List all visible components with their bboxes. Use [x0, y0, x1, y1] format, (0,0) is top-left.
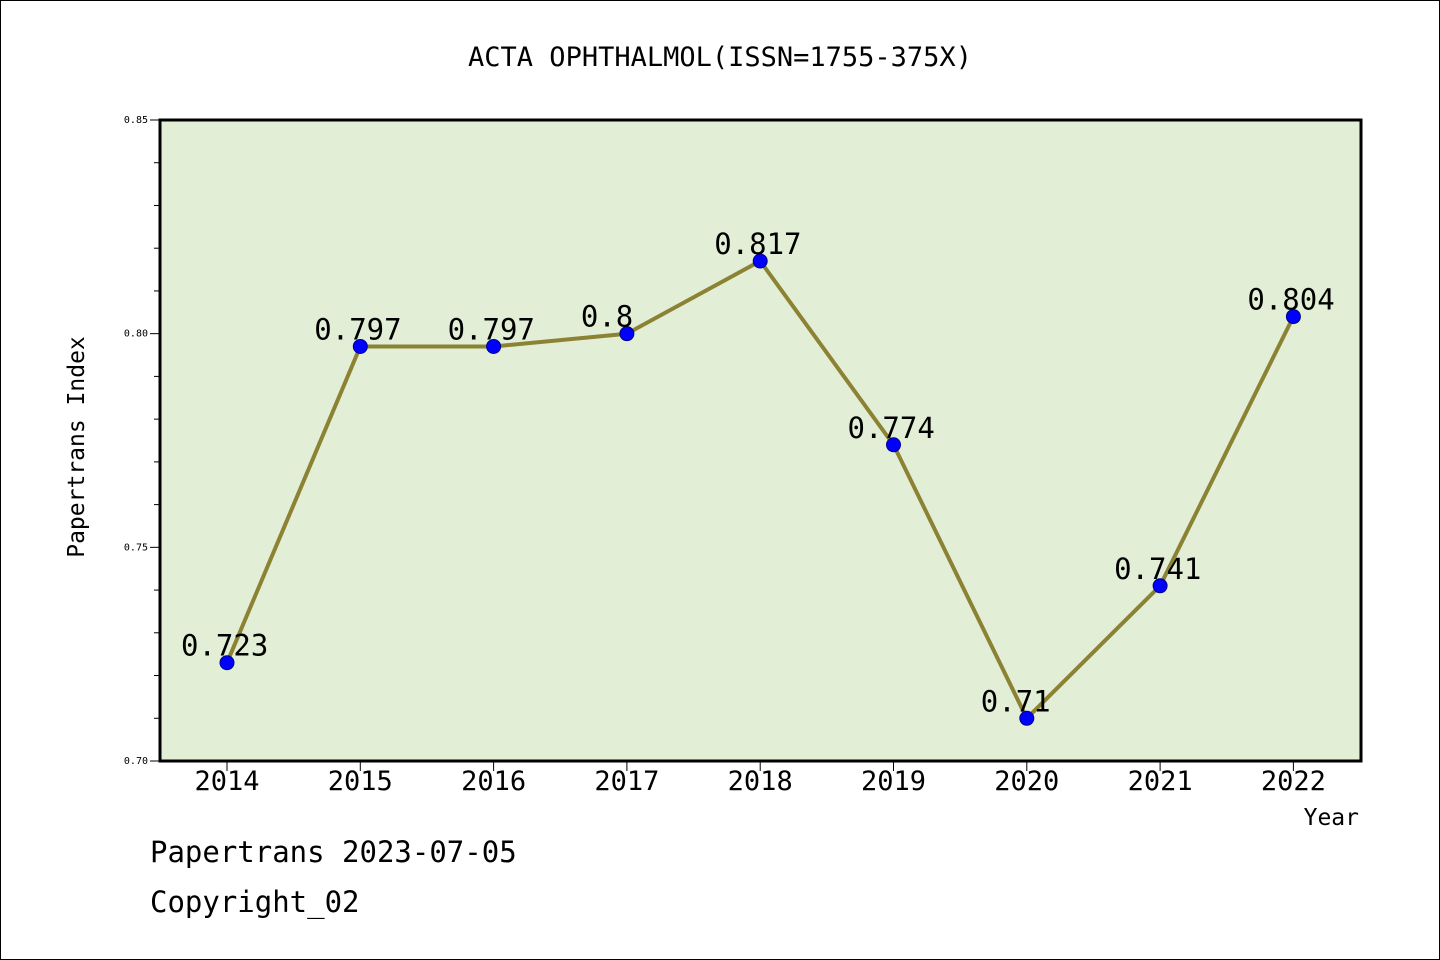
data-label: 0.71	[981, 684, 1051, 718]
y-tick-label: 0.70	[124, 756, 148, 767]
y-axis: 0.70 0.75 0.80 0.85	[124, 115, 160, 767]
x-tick-label: 2022	[1261, 766, 1326, 797]
data-point	[1285, 309, 1301, 325]
data-markers	[219, 253, 1301, 726]
footer-copyright-text: Copyright_02	[150, 885, 360, 919]
data-point	[219, 655, 235, 671]
x-tick-label: 2019	[861, 766, 926, 797]
data-label: 0.774	[848, 411, 935, 445]
data-label: 0.817	[714, 227, 801, 261]
data-label: 0.797	[448, 312, 535, 346]
y-tick-label: 0.75	[124, 542, 148, 553]
x-tick-label: 2020	[994, 766, 1059, 797]
data-label: 0.804	[1247, 283, 1334, 317]
footer-date-text: Papertrans 2023-07-05	[150, 835, 517, 869]
data-point	[1152, 578, 1168, 594]
y-axis-label: Papertrans Index	[64, 336, 90, 558]
data-label: 0.741	[1114, 552, 1201, 586]
data-label: 0.723	[181, 629, 268, 663]
x-tick-label: 2021	[1128, 766, 1193, 797]
x-tick-label: 2017	[594, 766, 659, 797]
data-label: 0.797	[314, 312, 401, 346]
x-tick-label: 2015	[328, 766, 393, 797]
plot-area	[158, 118, 1363, 763]
data-point	[352, 338, 368, 354]
x-tick-label: 2018	[728, 766, 793, 797]
x-tick-label: 2016	[461, 766, 526, 797]
data-label: 0.8	[581, 300, 633, 334]
x-axis: 2014 2015 2016 2017 2018 2019 2020 2021 2022	[194, 761, 1326, 797]
data-point	[486, 338, 502, 354]
y-tick-label: 0.80	[124, 329, 148, 340]
x-tick-label: 2014	[194, 766, 259, 797]
data-point	[752, 253, 768, 269]
data-point	[886, 437, 901, 453]
y-tick-label: 0.85	[124, 115, 148, 126]
x-axis-label: Year	[1304, 805, 1359, 831]
data-point	[1019, 710, 1035, 726]
data-point	[619, 326, 635, 342]
data-labels: 0.723 0.797 0.797 0.8 0.817 0.774 0.71 0.741 0.8…	[181, 227, 1335, 718]
chart-title: ACTA OPHTHALMOL(ISSN=1755-375X)	[468, 42, 972, 73]
